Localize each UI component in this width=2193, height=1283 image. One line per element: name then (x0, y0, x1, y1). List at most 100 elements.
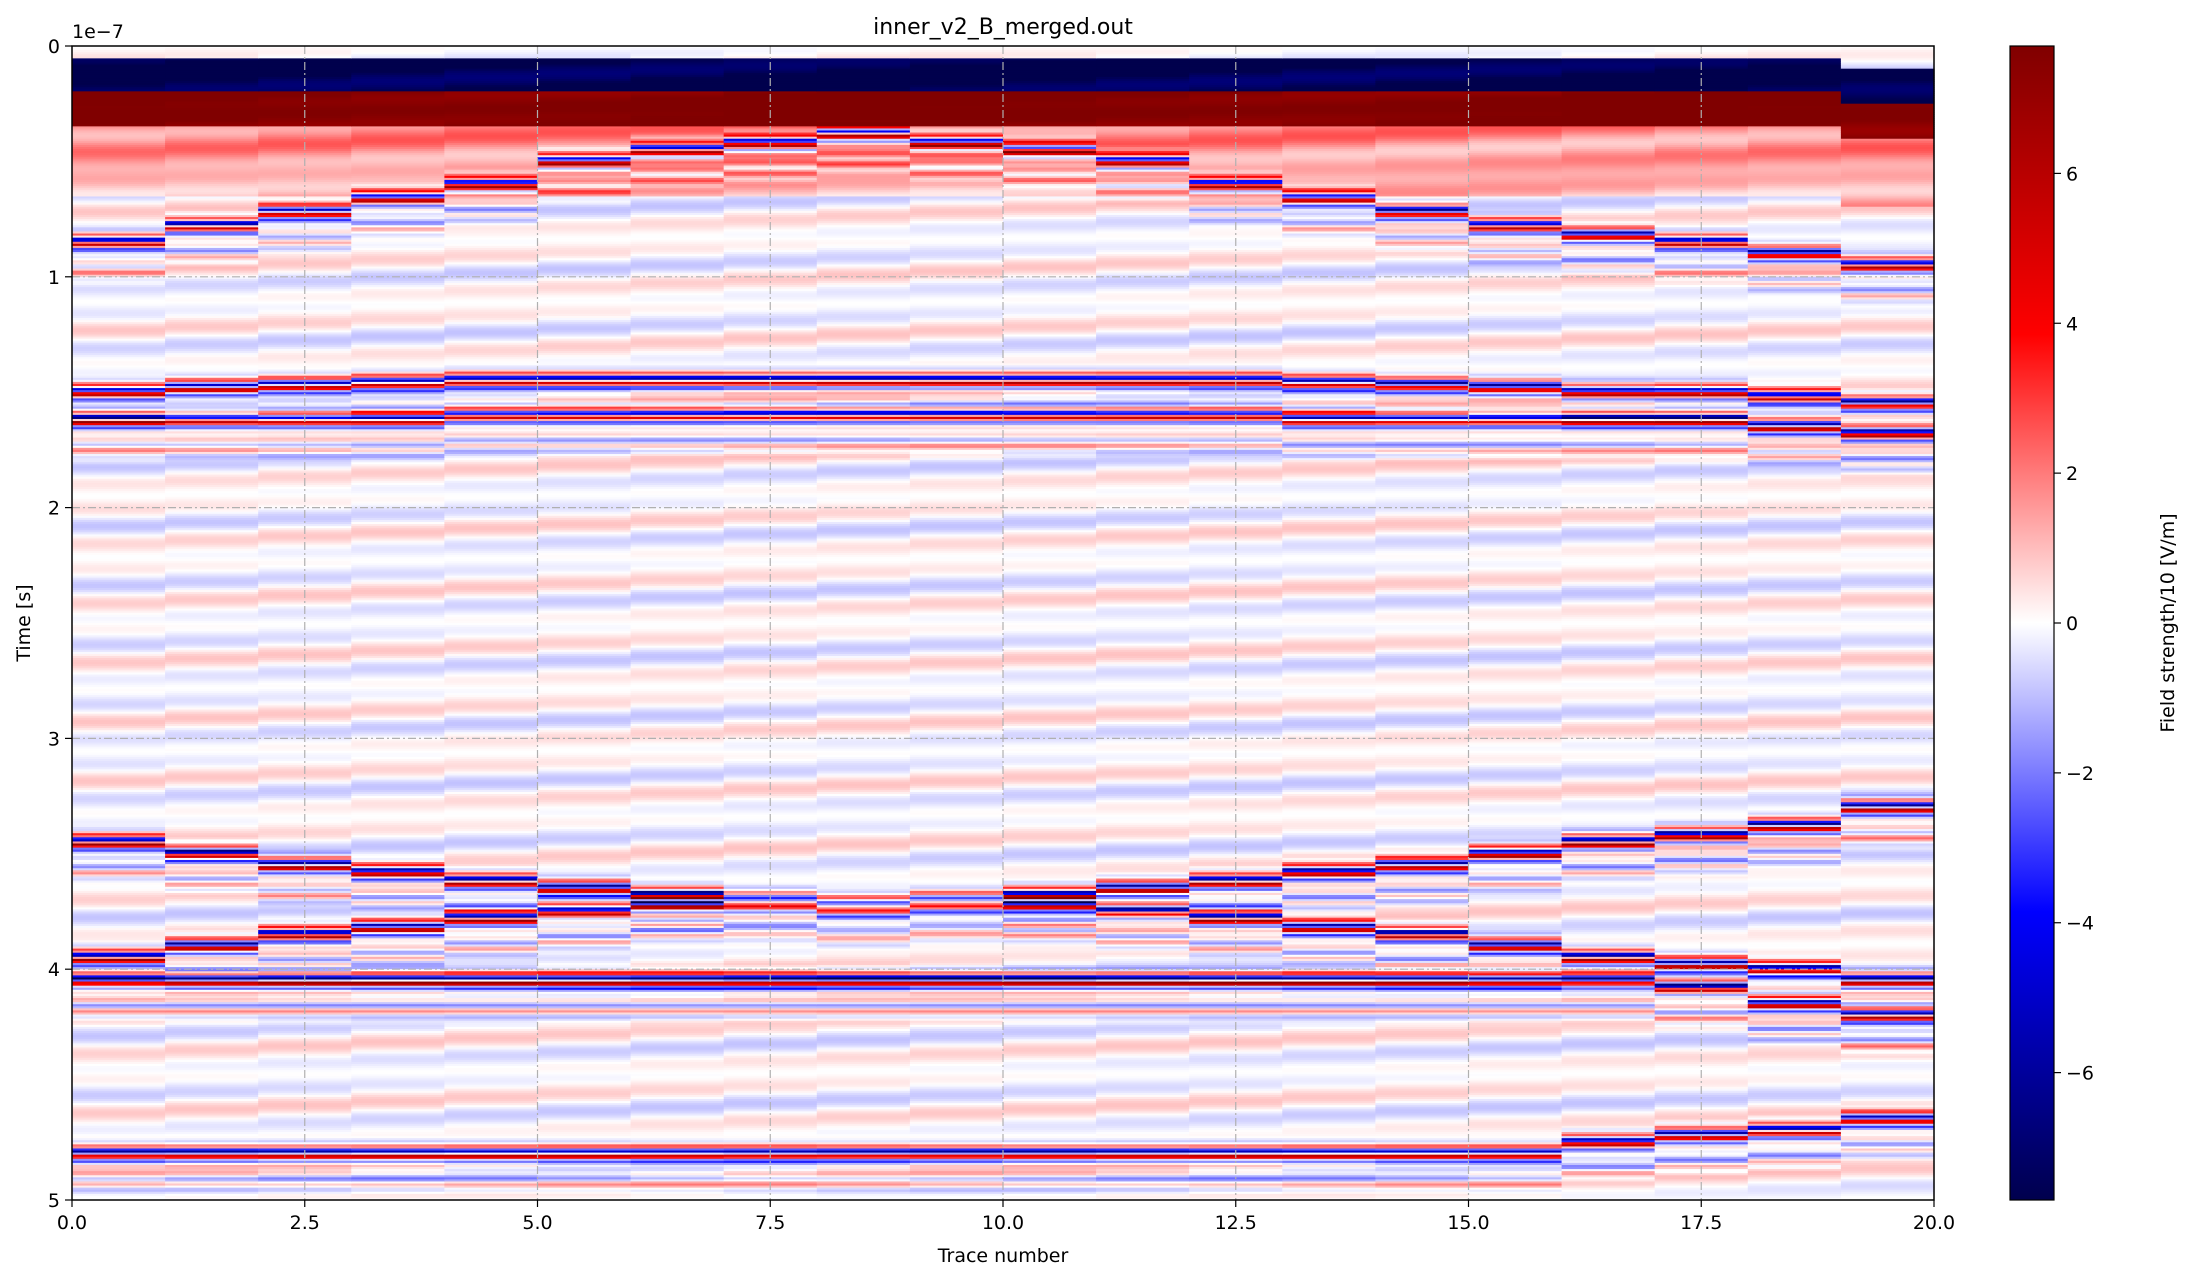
heatmap-cell (72, 340, 166, 344)
heatmap-cell (72, 742, 166, 746)
heatmap-cell (444, 449, 539, 453)
heatmap-cell (444, 386, 539, 389)
heatmap-cell (165, 524, 259, 527)
heatmap-cell (351, 831, 445, 834)
heatmap-cell (444, 301, 539, 305)
heatmap-cell (72, 876, 166, 880)
heatmap-cell (351, 208, 445, 212)
heatmap-cell (351, 52, 445, 55)
heatmap-cell (351, 107, 445, 111)
heatmap-cell (165, 550, 259, 554)
heatmap-cell (351, 771, 445, 775)
heatmap-cell (351, 1016, 445, 1020)
heatmap-cell (258, 198, 352, 202)
heatmap-cell (72, 363, 166, 367)
heatmap-cell (351, 285, 445, 288)
heatmap-cell (165, 878, 259, 882)
heatmap-cell (165, 746, 259, 750)
heatmap-cell (351, 482, 445, 486)
heatmap-cell (165, 58, 259, 62)
heatmap-cell (444, 501, 539, 505)
heatmap-cell (351, 794, 445, 797)
heatmap-cell (258, 151, 352, 154)
heatmap-cell (72, 252, 166, 255)
heatmap-cell (258, 1092, 352, 1096)
heatmap-cell (444, 344, 539, 348)
heatmap-cell (165, 239, 259, 243)
heatmap-cell (444, 217, 539, 220)
heatmap-cell (165, 839, 259, 843)
heatmap-cell (165, 416, 259, 420)
heatmap-cell (351, 948, 445, 952)
heatmap-cell (351, 470, 445, 474)
heatmap-cell (258, 756, 352, 760)
heatmap-cell (444, 227, 539, 230)
heatmap-cell (351, 225, 445, 228)
heatmap-cell (444, 278, 539, 282)
heatmap-cell (351, 315, 445, 319)
heatmap-cell (351, 371, 445, 375)
heatmap-cell (351, 1039, 445, 1042)
heatmap-cell (351, 1063, 445, 1067)
heatmap-cell (165, 868, 259, 871)
heatmap-cell (165, 375, 259, 379)
heatmap-cell (351, 258, 445, 261)
heatmap-cell (72, 177, 166, 181)
heatmap-cell (351, 555, 445, 558)
heatmap-cell (72, 672, 166, 676)
heatmap-cell (165, 167, 259, 171)
heatmap-cell (444, 699, 539, 702)
heatmap-cell (351, 46, 445, 49)
heatmap-cell (72, 703, 166, 707)
heatmap-cell (72, 773, 166, 777)
heatmap-cell (165, 824, 259, 828)
heatmap-cell (165, 501, 259, 505)
heatmap-cell (258, 1162, 352, 1166)
heatmap-cell (351, 886, 445, 890)
heatmap-cell (165, 503, 259, 507)
heatmap-cell (72, 596, 166, 599)
heatmap-cell (444, 128, 539, 132)
heatmap-cell (351, 590, 445, 593)
heatmap-cell (72, 1160, 166, 1164)
heatmap-cell (444, 641, 539, 645)
heatmap-cell (72, 369, 166, 373)
heatmap-cell (165, 1146, 259, 1150)
heatmap-cell (165, 1051, 259, 1055)
heatmap-cell (72, 130, 166, 134)
heatmap-cell (72, 1146, 166, 1150)
heatmap-cell (444, 524, 539, 527)
heatmap-cell (165, 210, 259, 214)
heatmap-cell (351, 1125, 445, 1129)
heatmap-cell (72, 1115, 166, 1119)
heatmap-cell (444, 542, 539, 546)
heatmap-cell (444, 794, 539, 797)
heatmap-cell (351, 62, 445, 66)
heatmap-cell (444, 513, 539, 517)
heatmap-cell (444, 400, 539, 404)
heatmap-cell (165, 1033, 259, 1036)
heatmap-cell (444, 820, 539, 824)
heatmap-cell (72, 124, 166, 127)
heatmap-cell (72, 155, 166, 158)
heatmap-cell (351, 456, 445, 459)
heatmap-cell (444, 120, 539, 123)
heatmap-cell (258, 1132, 352, 1135)
heatmap-cell (72, 791, 166, 795)
heatmap-cell (72, 161, 166, 165)
heatmap-cell (258, 843, 352, 847)
heatmap-cell (165, 350, 259, 354)
heatmap-cell (444, 707, 539, 711)
heatmap-cell (72, 734, 166, 737)
heatmap-cell (165, 266, 259, 270)
heatmap-cell (351, 1082, 445, 1086)
heatmap-cell (72, 410, 166, 414)
heatmap-cell (351, 682, 445, 686)
heatmap-cell (165, 1022, 259, 1026)
heatmap-cell (165, 643, 259, 647)
heatmap-cell (72, 136, 166, 140)
heatmap-cell (72, 919, 166, 923)
heatmap-cell (351, 983, 445, 987)
heatmap-cell (351, 1160, 445, 1164)
heatmap-cell (258, 454, 352, 457)
